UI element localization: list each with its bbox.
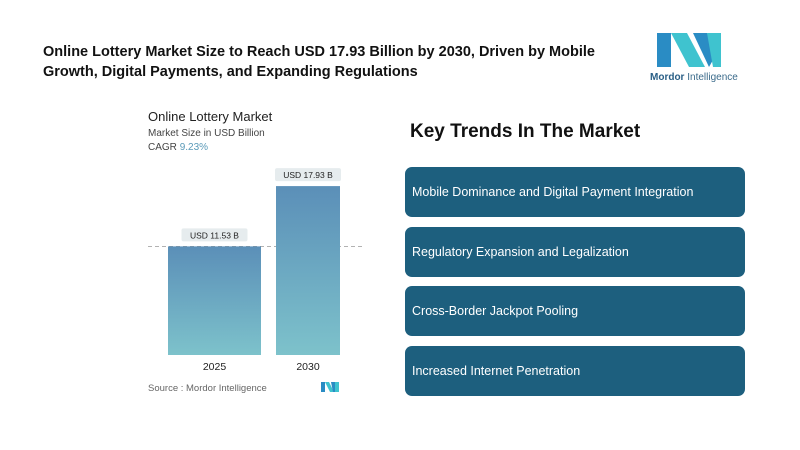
- trend-item: Mobile Dominance and Digital Payment Int…: [405, 167, 745, 217]
- data-label: USD 11.53 B: [190, 230, 239, 240]
- data-label-bg: [275, 168, 341, 182]
- trend-item: Cross-Border Jackpot Pooling: [405, 286, 745, 336]
- page-title: Online Lottery Market Size to Reach USD …: [43, 44, 595, 80]
- mordor-logo-icon: [657, 33, 721, 67]
- x-tick-label: 2025: [203, 361, 227, 373]
- mordor-small-logo-icon: [321, 382, 339, 392]
- trends-title: Key Trends In The Market: [410, 121, 641, 142]
- logo-text: Mordor Intelligence: [650, 72, 738, 83]
- trend-item: Regulatory Expansion and Legalization: [405, 227, 745, 277]
- trend-item: Increased Internet Penetration: [405, 346, 745, 396]
- cagr-value: 9.23%: [179, 142, 209, 153]
- chart-subtitle: Market Size in USD Billion: [148, 128, 265, 139]
- chart-source: Source : Mordor Intelligence: [148, 383, 267, 394]
- chart-title: Online Lottery Market: [148, 109, 273, 124]
- bar-2025: [168, 246, 261, 355]
- data-label: USD 17.93 B: [283, 170, 333, 180]
- x-tick-label: 2030: [296, 361, 320, 373]
- bar-2030: [276, 186, 340, 355]
- data-label-bg: [181, 228, 248, 242]
- chart-cagr: CAGR 9.23%: [148, 142, 209, 153]
